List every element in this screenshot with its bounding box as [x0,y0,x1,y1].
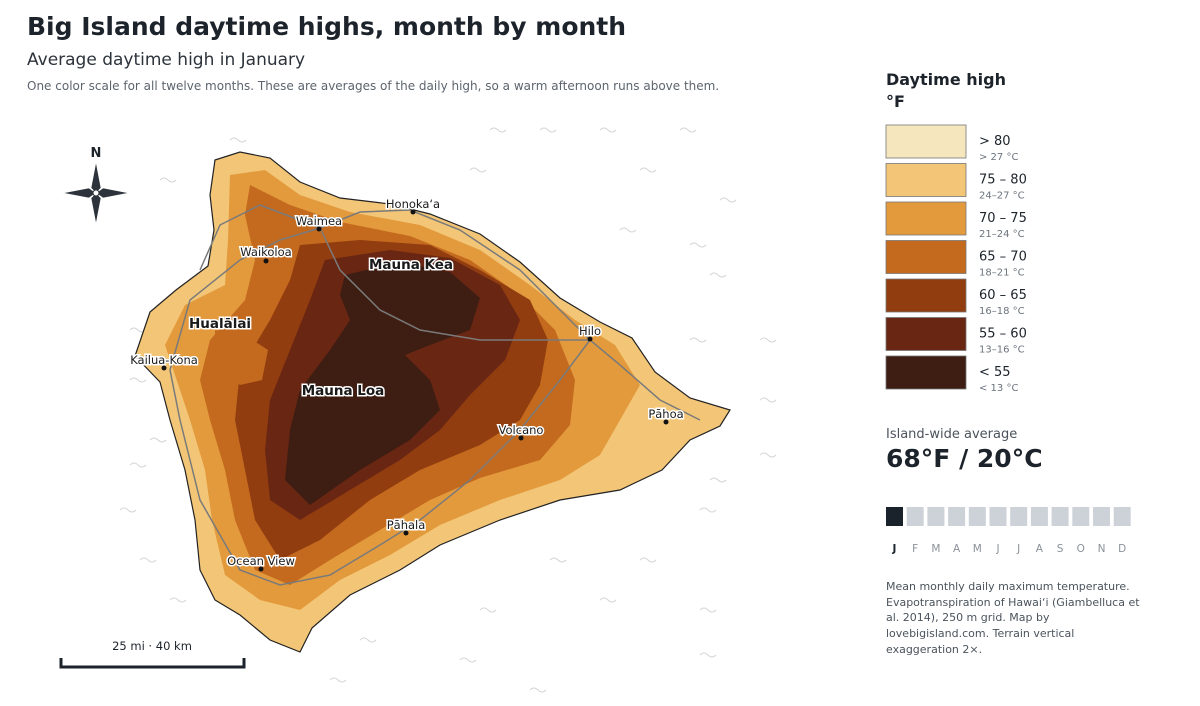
month-letter[interactable]: S [1057,543,1064,555]
month-button[interactable] [1030,507,1048,526]
place-label: Waikoloa [240,245,291,259]
month-button[interactable] [948,507,966,526]
month-letter[interactable]: N [1098,543,1106,555]
legend-swatch [885,355,967,390]
source: Mean monthly daily maximum temperature. … [886,580,1140,656]
month-button[interactable] [927,507,945,526]
legend-sub: > 27 °C [979,152,1018,163]
place-label: Volcano [499,423,544,437]
month-letter[interactable]: D [1118,543,1126,555]
month-button[interactable] [1072,507,1090,526]
map: Honoka‘a Waimea Waikoloa Mauna Kea Hualā… [59,127,777,693]
legend-unit: °F [886,92,905,111]
legend-swatch [885,240,967,274]
legend-label: 70 – 75 [979,211,1027,226]
place-label: Pāhoa [648,407,683,421]
place-dot [316,226,322,232]
scale-label: 25 mi · 40 km [112,639,192,653]
place-dot [161,365,167,371]
legend-sub: 18–21 °C [979,268,1025,279]
place-label: Waimea [296,214,342,228]
ocean-waves [119,127,777,693]
place-dot [258,566,264,572]
contour [215,330,268,385]
place-dot [663,419,669,425]
month-button[interactable] [989,507,1007,526]
month-letter[interactable]: A [1036,543,1044,555]
legend-label: 65 – 70 [979,250,1027,265]
legend-label: < 55 [979,365,1011,380]
legend-title: Daytime high °F [886,69,1006,113]
place-label: Kailua-Kona [130,353,198,367]
legend-swatch [885,317,967,351]
month-button[interactable] [968,507,986,526]
legend-sub: 21–24 °C [979,229,1025,240]
month-button[interactable] [906,507,924,526]
place-dot [410,209,416,215]
legend-swatch [885,124,967,159]
legend-label: 55 – 60 [979,327,1027,342]
month-letter[interactable]: O [1077,543,1085,555]
legend-label: 75 – 80 [979,173,1027,188]
place-dot [518,435,524,441]
place-label: Hilo [579,324,601,338]
month-letter[interactable]: A [953,543,961,555]
island [134,151,731,653]
place-label: Honoka‘a [386,197,440,211]
note: One color scale for all twelve months. T… [27,79,720,93]
month-letter[interactable]: F [912,543,918,555]
legend-title-text: Daytime high [886,70,1006,89]
place-dot [587,336,593,342]
legend-swatch [885,278,967,313]
peak-label: Mauna Loa [302,383,385,399]
place-label: Ocean View [227,554,295,568]
legend: > 80 > 27 °C 75 – 80 24–27 °C 70 – 75 21–24 °… [885,124,1027,394]
roads [169,204,701,586]
month-button[interactable] [1093,507,1110,526]
month-button[interactable] [1051,507,1069,526]
average-value: 68°F / 20°C [886,444,1043,473]
month-letter[interactable]: J [892,543,897,555]
peak-label: Hualālai [189,316,251,332]
scale-bar: 25 mi · 40 km [59,639,246,669]
legend-label: 60 – 65 [979,288,1027,303]
place-dot [263,258,269,264]
legend-swatch [885,201,967,236]
place-dot [403,530,409,536]
places: Honoka‘a Waimea Waikoloa Mauna Kea Hualā… [129,196,685,572]
place-label: Pāhala [387,518,426,532]
peak-label: Mauna Kea [369,257,453,273]
month-letter[interactable]: M [973,543,982,555]
compass-label: N [91,146,102,161]
legend-sub: 24–27 °C [979,191,1025,202]
month-letter[interactable]: J [1016,543,1020,555]
month-letter[interactable]: J [995,543,999,555]
average-label: Island-wide average [886,427,1018,442]
month-button[interactable] [1010,507,1028,526]
contour [285,262,480,505]
month-button[interactable] [1113,507,1131,526]
compass: N [62,146,130,225]
legend-sub: 13–16 °C [979,345,1025,356]
legend-label: > 80 [979,134,1011,149]
month-letter[interactable]: M [931,543,940,555]
legend-sub: < 13 °C [979,383,1018,394]
legend-swatch [885,163,967,197]
legend-sub: 16–18 °C [979,306,1025,317]
title: Big Island daytime highs, month by month [27,12,627,41]
subtitle: Average daytime high in January [27,50,306,70]
month-button[interactable] [886,507,903,526]
